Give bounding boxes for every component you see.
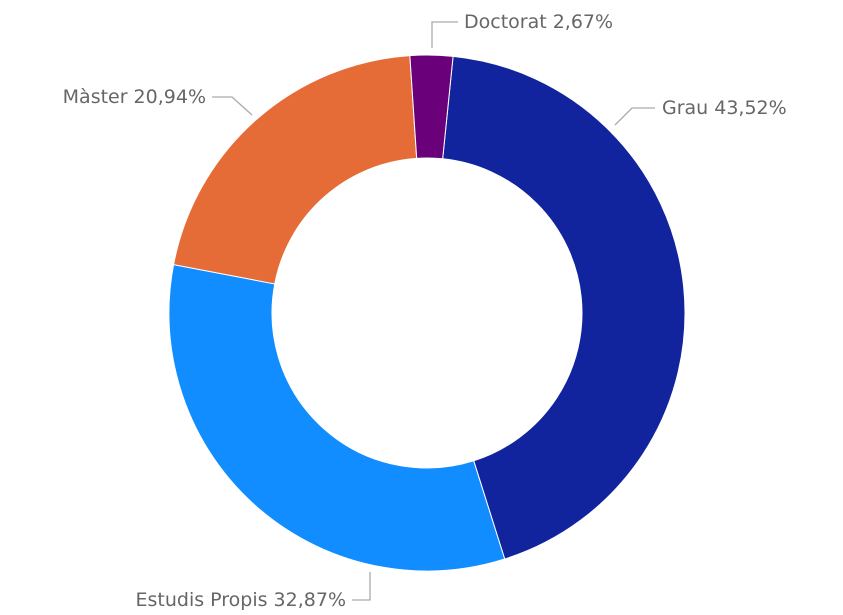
slice-label: Màster 20,94% [63,86,206,108]
leader-line [431,21,458,48]
slice [172,55,418,285]
slice-label: Grau 43,52% [662,97,787,119]
slice [409,54,454,160]
slice [168,264,506,572]
value-label: 20,94% [134,86,206,108]
category-label: Doctorat [464,11,547,33]
value-label: 43,52% [714,97,786,119]
slice-label: Doctorat 2,67% [464,11,613,33]
slice [442,55,686,560]
slice-label: Estudis Propis 32,87% [135,589,346,611]
category-label: Estudis Propis [135,589,267,611]
category-label: Màster [63,86,128,108]
value-label: 2,67% [553,11,613,33]
leader-line [212,96,253,116]
leader-line [614,107,655,126]
value-label: 32,87% [274,589,346,611]
category-label: Grau [662,97,708,119]
leader-line [352,572,371,601]
